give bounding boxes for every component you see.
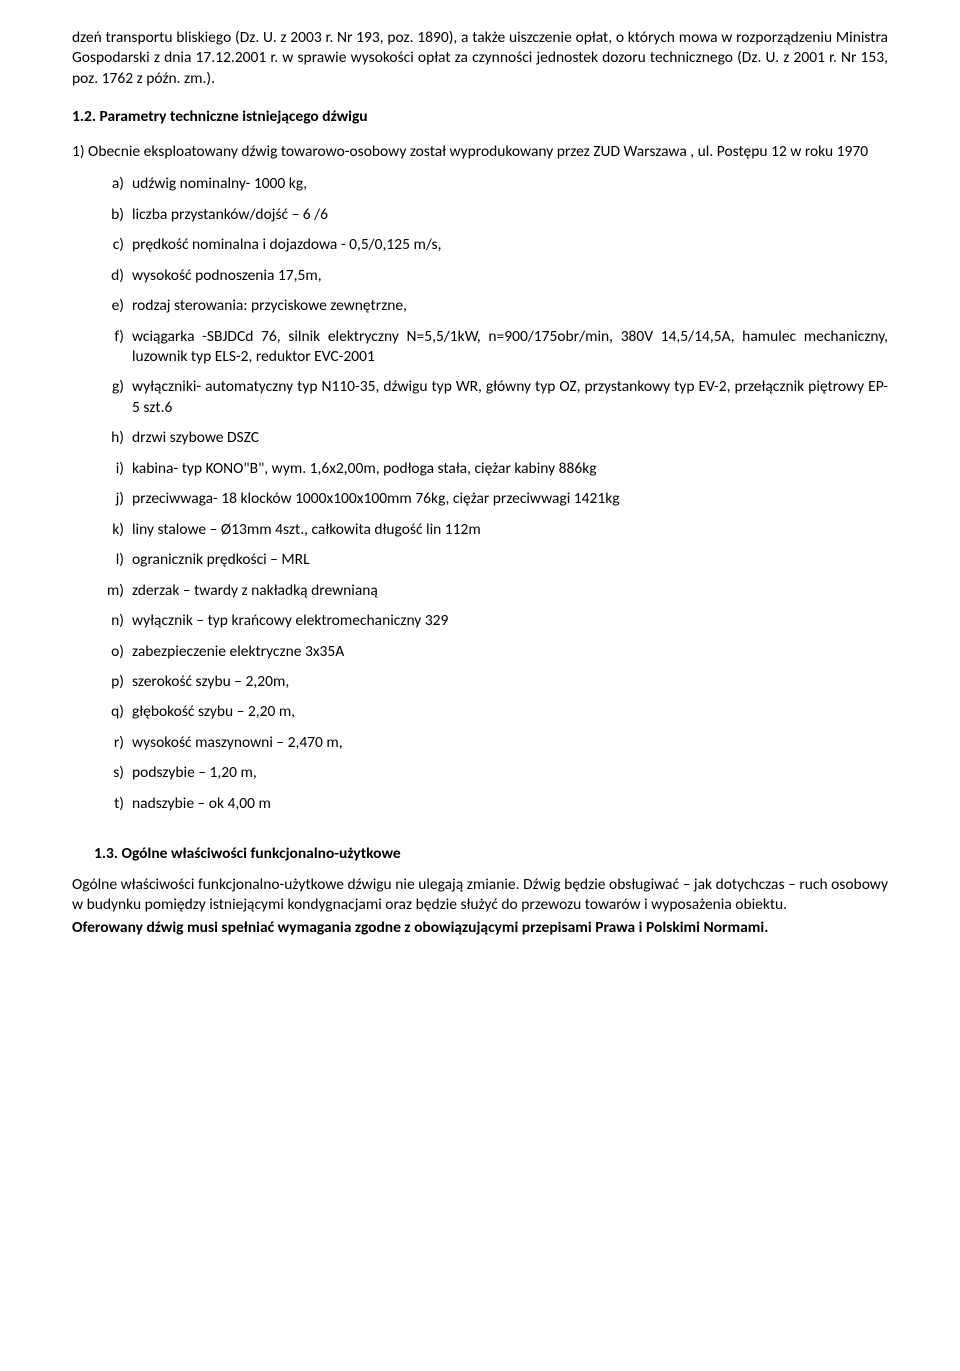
list-item: j)przeciwwaga- 18 klocków 1000x100x100mm… <box>110 489 888 509</box>
list-text: nadszybie – ok 4,00 m <box>132 794 271 813</box>
section-1-3-heading: 1.3. Ogólne właściwości funkcjonalno-uży… <box>94 844 888 864</box>
section-1-3-paragraph: Ogólne właściwości funkcjonalno-użytkowe… <box>72 875 888 916</box>
list-marker: n) <box>98 611 124 631</box>
list-text: wyłącznik – typ krańcowy elektromechanic… <box>132 611 448 630</box>
parameters-list: a)udźwig nominalny- 1000 kg, b)liczba pr… <box>72 174 888 814</box>
list-marker: q) <box>98 702 124 722</box>
list-text: zabezpieczenie elektryczne 3x35A <box>132 642 344 661</box>
list-text: wciągarka -SBJDCd 76, silnik elektryczny… <box>132 327 888 366</box>
list-text: szerokość szybu – 2,20m, <box>132 672 289 691</box>
list-marker: g) <box>98 377 124 397</box>
list-marker: e) <box>98 296 124 316</box>
list-text: głębokość szybu – 2,20 m, <box>132 702 295 721</box>
list-marker: l) <box>98 550 124 570</box>
list-text: zderzak – twardy z nakładką drewnianą <box>132 581 378 600</box>
list-item: t)nadszybie – ok 4,00 m <box>110 794 888 814</box>
list-marker: i) <box>98 459 124 479</box>
list-text: wyłączniki- automatyczny typ N110-35, dź… <box>132 377 888 416</box>
section-1-3-bold-paragraph: Oferowany dźwig musi spełniać wymagania … <box>72 918 888 938</box>
list-item: g)wyłączniki- automatyczny typ N110-35, … <box>110 377 888 418</box>
list-item: o)zabezpieczenie elektryczne 3x35A <box>110 642 888 662</box>
list-marker: p) <box>98 672 124 692</box>
list-item: k)liny stalowe – Ø13mm 4szt., całkowita … <box>110 520 888 540</box>
list-marker: b) <box>98 205 124 225</box>
list-marker: j) <box>98 489 124 509</box>
list-item: p)szerokość szybu – 2,20m, <box>110 672 888 692</box>
list-item: i)kabina- typ KONO"B", wym. 1,6x2,00m, p… <box>110 459 888 479</box>
list-item: n)wyłącznik – typ krańcowy elektromechan… <box>110 611 888 631</box>
list-item: s)podszybie – 1,20 m, <box>110 763 888 783</box>
list-text: liny stalowe – Ø13mm 4szt., całkowita dł… <box>132 520 481 539</box>
list-text: liczba przystanków/dojść – 6 /6 <box>132 205 328 224</box>
list-item: f)wciągarka -SBJDCd 76, silnik elektrycz… <box>110 327 888 368</box>
list-text: rodzaj sterowania: przyciskowe zewnętrzn… <box>132 296 407 315</box>
list-marker: c) <box>98 235 124 255</box>
section-1-2-heading: 1.2. Parametry techniczne istniejącego d… <box>72 107 888 127</box>
list-marker: m) <box>98 581 124 601</box>
list-marker: k) <box>98 520 124 540</box>
list-text: prędkość nominalna i dojazdowa - 0,5/0,1… <box>132 235 441 254</box>
list-marker: h) <box>98 428 124 448</box>
list-text: drzwi szybowe DSZC <box>132 428 259 447</box>
list-text: podszybie – 1,20 m, <box>132 763 257 782</box>
list-marker: r) <box>98 733 124 753</box>
list-item: h)drzwi szybowe DSZC <box>110 428 888 448</box>
list-marker: t) <box>98 794 124 814</box>
list-text: udźwig nominalny- 1000 kg, <box>132 174 307 193</box>
list-item: r)wysokość maszynowni – 2,470 m, <box>110 733 888 753</box>
list-marker: s) <box>98 763 124 783</box>
list-marker: o) <box>98 642 124 662</box>
list-item: c)prędkość nominalna i dojazdowa - 0,5/0… <box>110 235 888 255</box>
list-item: d)wysokość podnoszenia 17,5m, <box>110 266 888 286</box>
intro-paragraph: dzeń transportu bliskiego (Dz. U. z 2003… <box>72 28 888 89</box>
list-marker: f) <box>98 327 124 347</box>
list-text: kabina- typ KONO"B", wym. 1,6x2,00m, pod… <box>132 459 597 478</box>
list-item: l)ogranicznik prędkości – MRL <box>110 550 888 570</box>
list-marker: d) <box>98 266 124 286</box>
section-1-2-intro: 1) Obecnie eksploatowany dźwig towarowo-… <box>72 142 888 162</box>
list-item: b)liczba przystanków/dojść – 6 /6 <box>110 205 888 225</box>
list-marker: a) <box>98 174 124 194</box>
list-text: wysokość podnoszenia 17,5m, <box>132 266 322 285</box>
list-text: wysokość maszynowni – 2,470 m, <box>132 733 343 752</box>
list-text: przeciwwaga- 18 klocków 1000x100x100mm 7… <box>132 489 620 508</box>
list-text: ogranicznik prędkości – MRL <box>132 550 310 569</box>
list-item: m)zderzak – twardy z nakładką drewnianą <box>110 581 888 601</box>
list-item: a)udźwig nominalny- 1000 kg, <box>110 174 888 194</box>
list-item: q)głębokość szybu – 2,20 m, <box>110 702 888 722</box>
list-item: e)rodzaj sterowania: przyciskowe zewnętr… <box>110 296 888 316</box>
